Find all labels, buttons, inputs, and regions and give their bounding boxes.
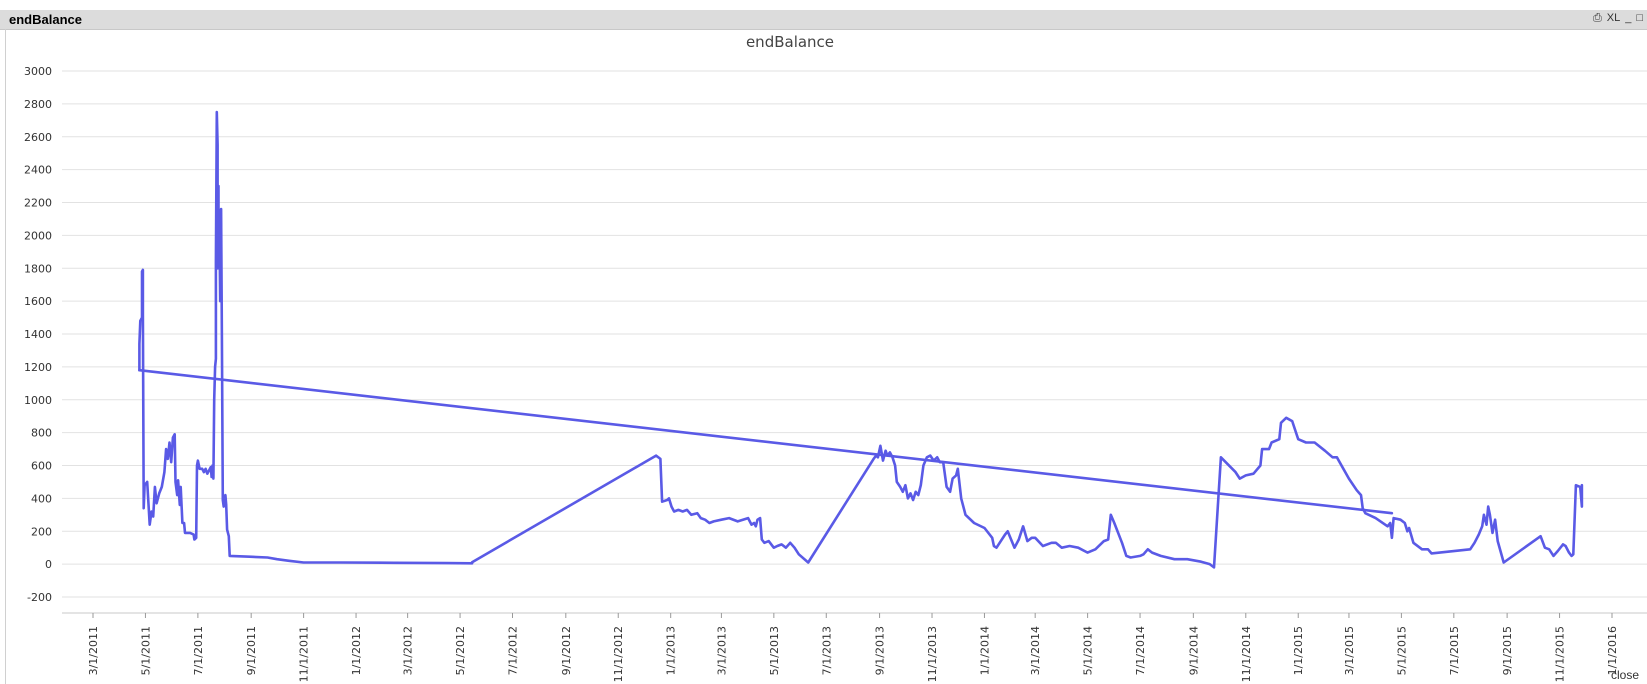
- close-button[interactable]: close: [1610, 668, 1639, 682]
- x-tick-label: 7/1/2011: [192, 626, 205, 675]
- y-tick-label: 400: [31, 492, 52, 505]
- x-tick-label: 11/1/2013: [926, 626, 939, 682]
- y-tick-label: 600: [31, 460, 52, 473]
- window-title: endBalance: [9, 12, 82, 27]
- frame-border: [5, 29, 6, 684]
- x-tick-label: 9/1/2014: [1187, 626, 1200, 675]
- y-tick-label: -200: [27, 591, 52, 604]
- x-tick-label: 1/1/2012: [350, 626, 363, 675]
- x-tick-label: 11/1/2014: [1240, 626, 1253, 682]
- series-line-1: [138, 110, 1584, 569]
- y-tick-label: 2200: [24, 197, 52, 210]
- x-tick-label: 1/1/2016: [1606, 626, 1619, 675]
- x-tick-label: 5/1/2012: [454, 626, 467, 675]
- print-icon[interactable]: ⎙: [1592, 12, 1602, 24]
- x-tick-label: 7/1/2012: [507, 626, 520, 675]
- y-tick-label: 2000: [24, 229, 52, 242]
- x-tick-label: 3/1/2015: [1343, 626, 1356, 675]
- x-tick-label: 1/1/2014: [978, 626, 991, 675]
- minimize-button[interactable]: _: [1625, 12, 1632, 24]
- y-tick-label: 1000: [24, 394, 52, 407]
- x-tick-label: 3/1/2013: [715, 626, 728, 675]
- y-tick-label: 200: [31, 525, 52, 538]
- x-tick-label: 5/1/2011: [139, 626, 152, 675]
- export-xl-button[interactable]: XL: [1606, 12, 1621, 24]
- y-tick-label: 0: [45, 558, 52, 571]
- x-tick-label: 5/1/2013: [768, 626, 781, 675]
- y-tick-label: 1200: [24, 361, 52, 374]
- y-tick-label: 1600: [24, 295, 52, 308]
- x-tick-label: 9/1/2015: [1501, 626, 1514, 675]
- y-tick-label: 3000: [24, 65, 52, 78]
- maximize-button[interactable]: □: [1636, 12, 1643, 24]
- window-controls: ⎙ XL _ □: [1593, 12, 1643, 25]
- y-tick-label: 2400: [24, 164, 52, 177]
- x-tick-label: 3/1/2011: [87, 626, 100, 675]
- x-tick-label: 1/1/2015: [1292, 626, 1305, 675]
- x-tick-label: 3/1/2012: [402, 626, 415, 675]
- x-tick-label: 7/1/2015: [1448, 626, 1461, 675]
- y-tick-label: 1400: [24, 328, 52, 341]
- x-tick-label: 9/1/2013: [874, 626, 887, 675]
- x-tick-label: 5/1/2015: [1395, 626, 1408, 675]
- y-tick-label: 1800: [24, 262, 52, 275]
- y-tick-label: 800: [31, 427, 52, 440]
- x-tick-label: 11/1/2012: [612, 626, 625, 682]
- x-tick-label: 9/1/2011: [245, 626, 258, 675]
- x-tick-label: 7/1/2013: [820, 626, 833, 675]
- y-tick-label: 2600: [24, 131, 52, 144]
- x-tick-label: 11/1/2011: [298, 626, 311, 682]
- x-tick-label: 1/1/2013: [665, 626, 678, 675]
- window-titlebar: endBalance ⎙ XL _ □: [0, 10, 1647, 30]
- x-tick-label: 7/1/2014: [1134, 626, 1147, 675]
- x-tick-label: 5/1/2014: [1082, 626, 1095, 675]
- series-line-2: [138, 368, 1394, 515]
- x-tick-label: 11/1/2015: [1554, 626, 1567, 682]
- y-tick-label: 2800: [24, 98, 52, 111]
- x-tick-label: 9/1/2012: [560, 626, 573, 675]
- chart-title: endBalance: [745, 33, 835, 51]
- x-tick-label: 3/1/2014: [1029, 626, 1042, 675]
